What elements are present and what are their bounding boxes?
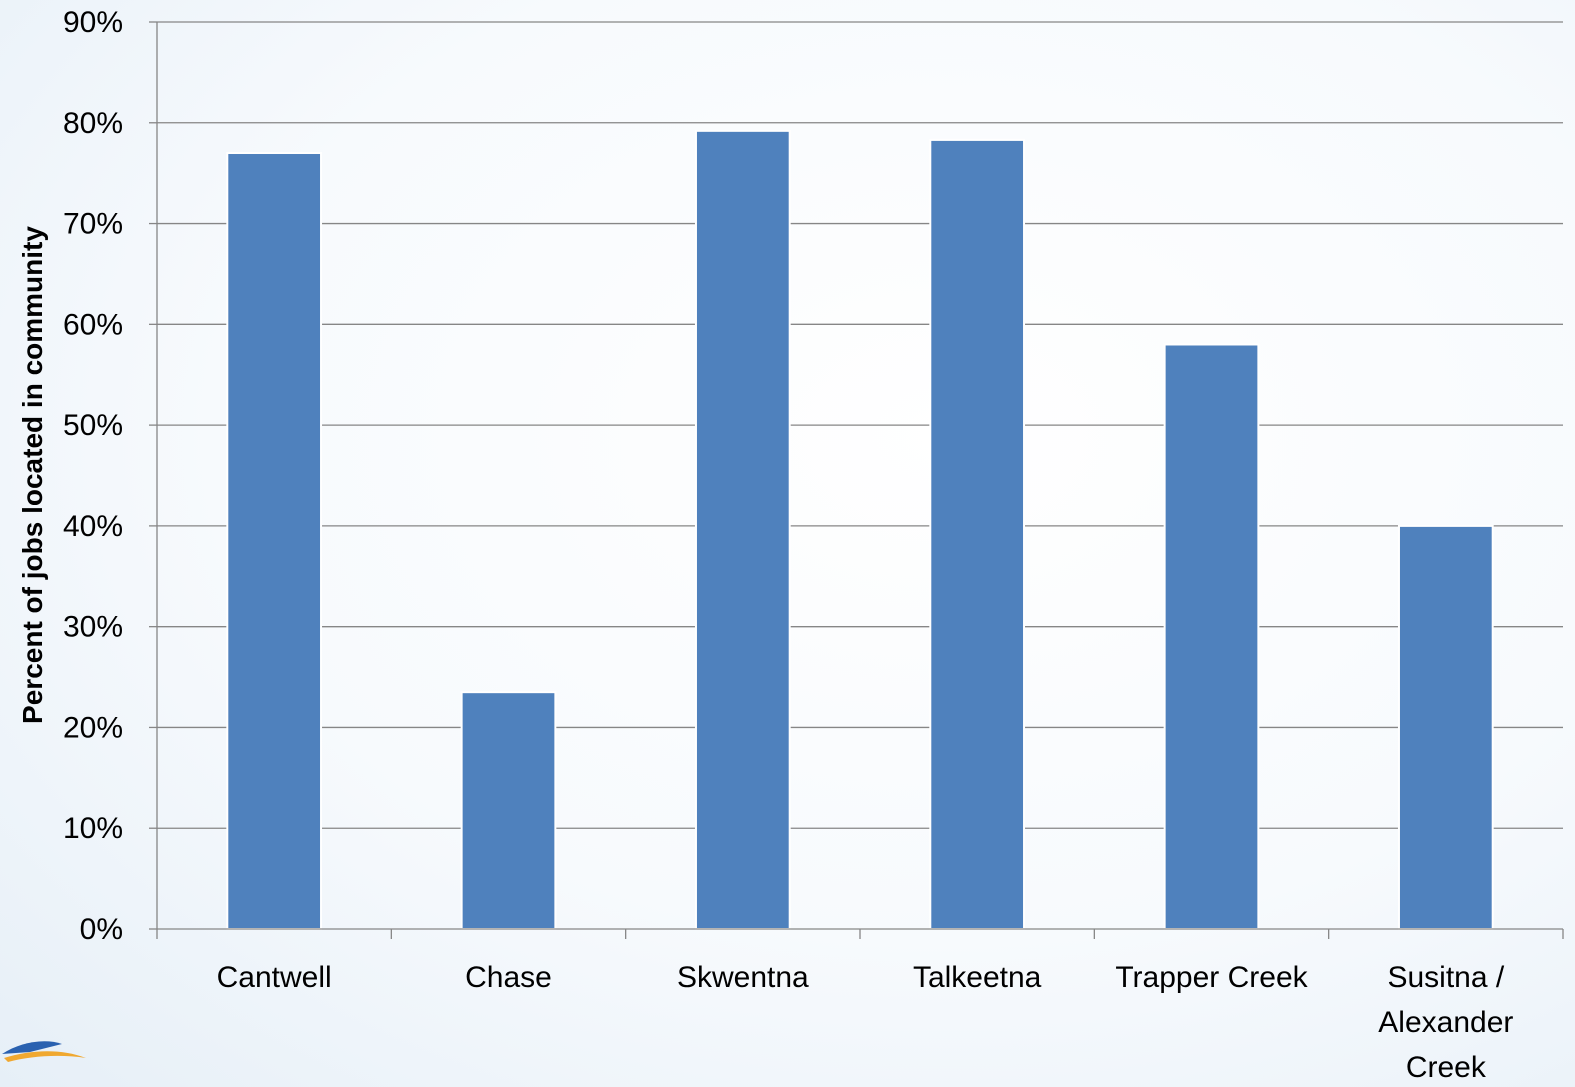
y-tick-label: 90% xyxy=(63,6,123,39)
bar xyxy=(1397,524,1494,931)
bar xyxy=(694,129,791,930)
y-tick-label: 70% xyxy=(63,208,123,241)
y-axis-title: Percent of jobs located in community xyxy=(17,226,48,724)
swoosh-logo-icon xyxy=(2,1041,86,1062)
y-tick-label: 60% xyxy=(63,308,123,341)
x-category-label: Trapper Creek xyxy=(1115,961,1308,994)
y-tick-label: 0% xyxy=(80,913,123,946)
gridlines xyxy=(157,21,1563,829)
x-category-labels: Cantwell Chase Skwentna Talkeetna Trapper Cr… xyxy=(217,961,1514,1084)
y-tick-label: 80% xyxy=(63,107,123,140)
y-tick-label: 30% xyxy=(63,611,123,644)
bar xyxy=(460,691,557,931)
x-category-label: Skwentna xyxy=(677,961,809,994)
axes xyxy=(149,21,1564,939)
bar xyxy=(1163,343,1260,930)
x-category-label: Chase xyxy=(465,961,552,994)
x-category-label: Susitna / Alexander Creek xyxy=(1378,961,1513,1084)
y-tick-label: 50% xyxy=(63,409,123,442)
y-tick-labels: 0% 10% 20% 30% 40% 50% 60% 70% 80% 90% xyxy=(63,6,123,946)
bar xyxy=(929,138,1026,931)
y-tick-label: 40% xyxy=(63,510,123,543)
y-tick-label: 10% xyxy=(63,812,123,845)
y-tick-label: 20% xyxy=(63,711,123,744)
x-category-label: Talkeetna xyxy=(913,961,1042,994)
bar xyxy=(226,152,323,930)
bars xyxy=(226,129,1494,931)
x-category-label: Cantwell xyxy=(217,961,332,994)
